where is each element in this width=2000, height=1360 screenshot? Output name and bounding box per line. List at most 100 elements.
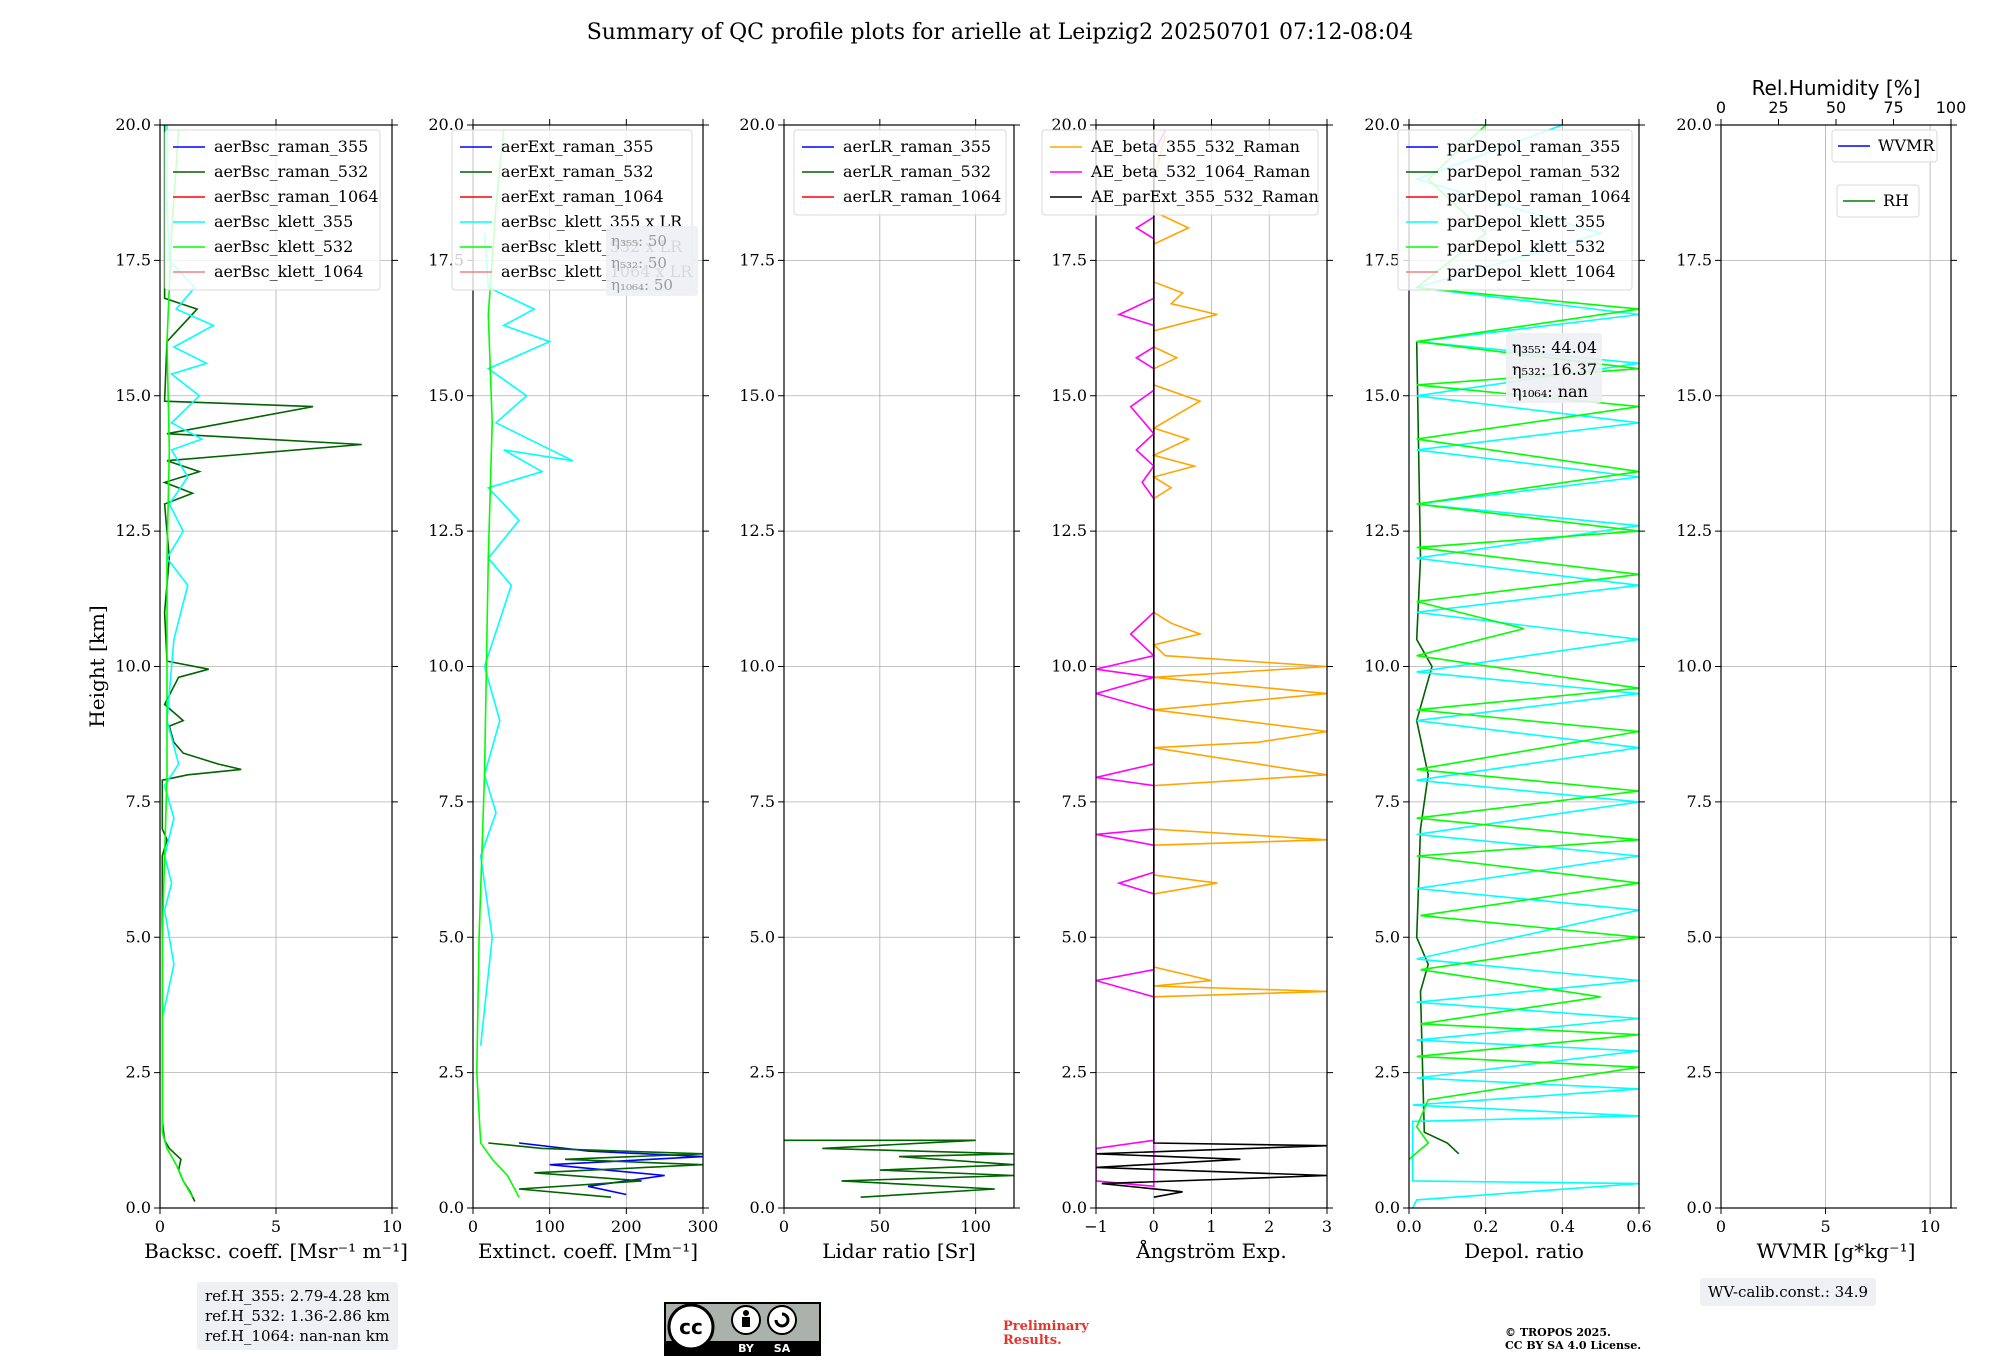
- ytick-label: 0.0: [439, 1198, 464, 1217]
- eta-value: η₅₃₂: 16.37: [1512, 360, 1597, 379]
- panel-lr: 0.0 2.5 5.0 7.5 10.0 12.5 15.0 17.5 20.0 0 50 100 Li…: [739, 115, 1020, 1263]
- legend-frame: [1041, 129, 1319, 216]
- cc-mark: cc: [679, 1315, 703, 1339]
- eta-box: [1506, 333, 1602, 403]
- wv-calib-box: WV-calib.const.: 34.9: [1700, 1278, 1877, 1306]
- ytick-label: 0.0: [1375, 1198, 1400, 1217]
- xtick-label: 50: [870, 1217, 890, 1236]
- legend-frame: [1831, 129, 1938, 163]
- ytick-label: 12.5: [1051, 521, 1087, 540]
- ytick-label: 17.5: [739, 250, 775, 269]
- legend-label-aerExt_raman_532: aerExt_raman_532: [501, 162, 654, 181]
- legend-label-aerBsc_klett_355: aerBsc_klett_355: [214, 212, 353, 231]
- series-line-AE_parExt_355_532_Raman: [1096, 125, 1327, 1198]
- series-line-aerExt_raman_355: [518, 1142, 703, 1196]
- cc-by-sa-logo: cc BY SA: [664, 1302, 821, 1356]
- ytick-label: 15.0: [1676, 386, 1712, 405]
- xtick-label: 0: [1149, 1217, 1159, 1236]
- xaxis-label: Depol. ratio: [1464, 1239, 1584, 1263]
- ytick-label: 20.0: [115, 115, 151, 134]
- xtick-label: 100: [534, 1217, 565, 1236]
- ytick-label: 7.5: [1687, 792, 1712, 811]
- xtick-label: 1: [1206, 1217, 1216, 1236]
- legend-lr: aerLR_raman_355 aerLR_raman_532 aerLR_rama…: [793, 129, 1007, 216]
- legend-label-aerLR_raman_532: aerLR_raman_532: [843, 162, 991, 181]
- legend-label-aerLR_raman_1064: aerLR_raman_1064: [843, 187, 1001, 206]
- xtick-label: 0: [1716, 1217, 1726, 1236]
- ytick-label: 20.0: [1364, 115, 1400, 134]
- top-xaxis-label: Rel.Humidity [%]: [1752, 76, 1921, 100]
- ytick-label: 5.0: [750, 927, 775, 946]
- eta-box-ext: [606, 226, 698, 296]
- figure-title: Summary of QC profile plots for arielle …: [586, 20, 1414, 45]
- ytick-label: 15.0: [428, 386, 464, 405]
- eta-value-ext: η₃₅₅: 50: [611, 232, 667, 250]
- cc-by: BY: [738, 1342, 755, 1355]
- ytick-label: 0.0: [126, 1198, 151, 1217]
- legend-label-aerBsc_raman_1064: aerBsc_raman_1064: [214, 187, 379, 206]
- ytick-label: 2.5: [1687, 1063, 1712, 1082]
- ytick-label: 0.0: [1062, 1198, 1087, 1217]
- wv-calib-const: WV-calib.const.: 34.9: [1708, 1283, 1869, 1301]
- xtick-label: 300: [688, 1217, 719, 1236]
- ytick-label: 17.5: [115, 250, 151, 269]
- xaxis-label: Ångström Exp.: [1135, 1238, 1286, 1263]
- ytick-label: 5.0: [126, 927, 151, 946]
- ytick-label: 17.5: [1051, 250, 1087, 269]
- legend-wv: WVMR RH: [1831, 129, 1938, 218]
- legend-ae: AE_beta_355_532_Raman AE_beta_532_1064_Ra…: [1041, 129, 1319, 216]
- ytick-label: 7.5: [439, 792, 464, 811]
- ytick-label: 7.5: [750, 792, 775, 811]
- legend-label-AE_parExt_355_532_Raman: AE_parExt_355_532_Raman: [1090, 187, 1319, 206]
- ytick-label: 5.0: [1062, 927, 1087, 946]
- ytick-label: 15.0: [1364, 386, 1400, 405]
- xtick-label: 10: [382, 1217, 402, 1236]
- legend-label-parDepol_klett_532: parDepol_klett_532: [1447, 237, 1605, 256]
- preliminary-note: Preliminary Results.: [1003, 1320, 1089, 1348]
- ytick-label: 2.5: [126, 1063, 151, 1082]
- legend-label-RH: RH: [1883, 191, 1909, 210]
- xtick-label: 0: [155, 1217, 165, 1236]
- legend-label-AE_beta_355_532_Raman: AE_beta_355_532_Raman: [1090, 137, 1300, 156]
- ytick-label: 10.0: [428, 657, 464, 676]
- eta-value: η₁₀₆₄: nan: [1512, 382, 1588, 401]
- eta-value-ext: η₁₀₆₄: 50: [611, 276, 673, 294]
- yaxis-label: Height [km]: [85, 605, 109, 727]
- xtick-label: 3: [1322, 1217, 1332, 1236]
- ytick-label: 20.0: [739, 115, 775, 134]
- xtick-label: 2: [1264, 1217, 1274, 1236]
- series-line-aerLR_raman_532: [784, 1139, 1014, 1198]
- xaxis-label: Lidar ratio [Sr]: [822, 1239, 976, 1263]
- legend-label-aerLR_raman_355: aerLR_raman_355: [843, 137, 991, 156]
- xtick-label: 0.2: [1473, 1217, 1498, 1236]
- series-line-aerBsc_klett_532: [161, 130, 194, 1198]
- xaxis-label: Extinct. coeff. [Mm⁻¹]: [478, 1239, 698, 1263]
- series-line-aerBsc_klett_532 x LR: [475, 130, 520, 1198]
- legend-bsc: aerBsc_raman_355 aerBsc_raman_532 aerBsc_r…: [164, 129, 381, 291]
- xtick-label: 0.4: [1550, 1217, 1575, 1236]
- series-line-parDepol_klett_355: [1412, 125, 1639, 1208]
- ref-height-532: ref.H_532: 1.36-2.86 km: [205, 1307, 390, 1325]
- eta-value: η₃₅₅: 44.04: [1512, 338, 1597, 357]
- preliminary-line-1: Preliminary: [1003, 1319, 1089, 1334]
- legend-label-aerBsc_raman_355: aerBsc_raman_355: [214, 137, 368, 156]
- ytick-label: 17.5: [1676, 250, 1712, 269]
- copyright-line-1: © TROPOS 2025.: [1505, 1326, 1611, 1339]
- panel-ae: 0.0 2.5 5.0 7.5 10.0 12.5 15.0 17.5 20.0 −1 0 1 2 3 Ån…: [1041, 115, 1333, 1263]
- legend-label-parDepol_raman_1064: parDepol_raman_1064: [1447, 187, 1631, 206]
- ytick-label: 20.0: [428, 115, 464, 134]
- legend-label-aerBsc_klett_532: aerBsc_klett_532: [214, 237, 353, 256]
- panel-depol: 0.0 2.5 5.0 7.5 10.0 12.5 15.0 17.5 20.0 0.0 0.2 0.…: [1364, 115, 1651, 1263]
- legend-label-aerBsc_klett_1064: aerBsc_klett_1064: [214, 262, 363, 281]
- panel-wv: 0.02.55.07.510.012.515.017.520.00 5 10WVMR…: [1676, 76, 1966, 1263]
- legend-label-parDepol_raman_532: parDepol_raman_532: [1447, 162, 1620, 181]
- xtick-label: 200: [611, 1217, 642, 1236]
- top-xtick-label: 100: [1936, 98, 1967, 117]
- legend-label-aerExt_raman_1064: aerExt_raman_1064: [501, 187, 664, 206]
- top-xtick-label: 75: [1883, 98, 1903, 117]
- ytick-label: 2.5: [1062, 1063, 1087, 1082]
- legend-label-aerBsc_raman_532: aerBsc_raman_532: [214, 162, 368, 181]
- xtick-label: 5: [271, 1217, 281, 1236]
- ytick-label: 15.0: [739, 386, 775, 405]
